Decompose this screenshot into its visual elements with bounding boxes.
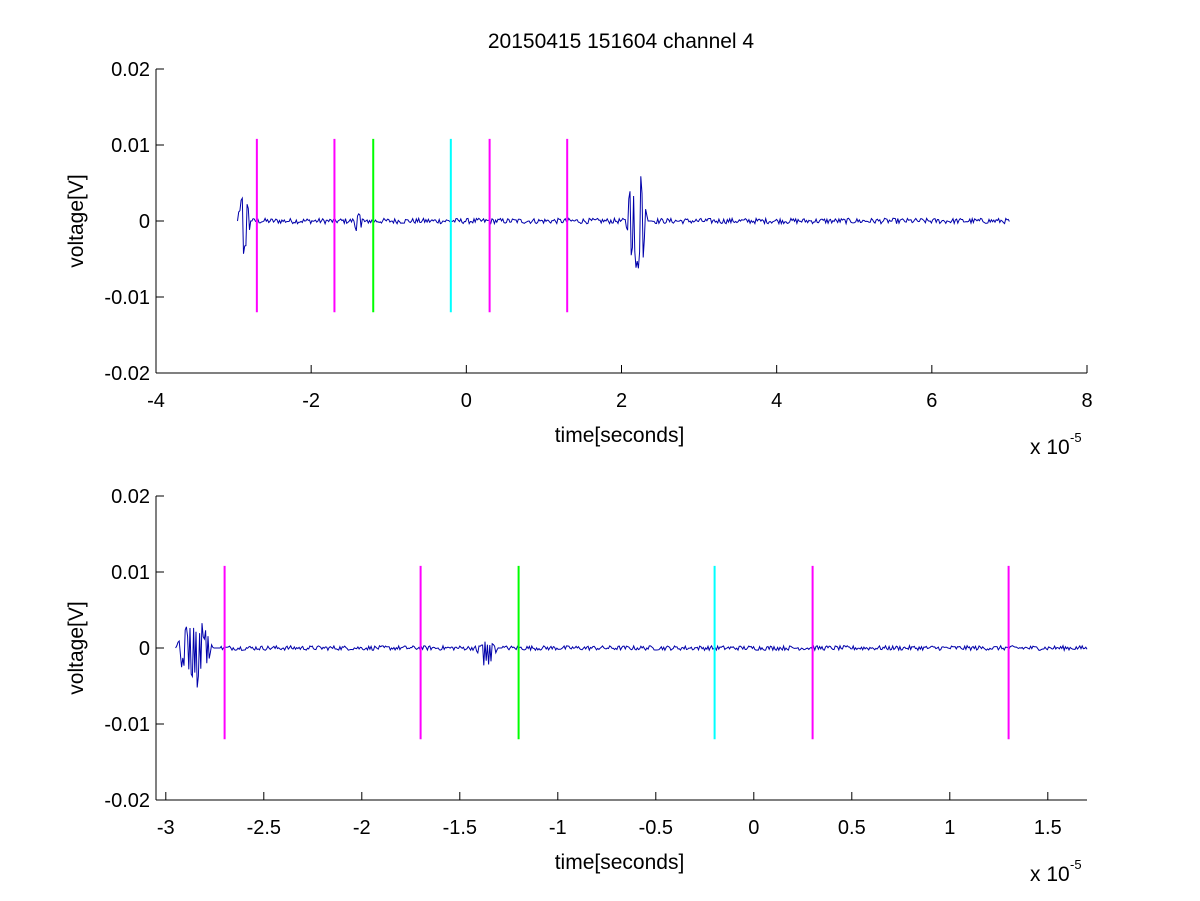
x-tick-label: 4 bbox=[771, 390, 782, 412]
x-tick-label: -2.5 bbox=[247, 817, 281, 839]
y-tick-label: -0.01 bbox=[104, 287, 150, 309]
y-tick-label: 0.02 bbox=[111, 59, 150, 81]
x-tick-label: 0 bbox=[461, 390, 472, 412]
y-tick-label: 0.01 bbox=[111, 562, 150, 584]
x-tick-label: -2 bbox=[353, 817, 371, 839]
voltage-trace bbox=[175, 623, 1088, 688]
y-axis-label: voltage[V] bbox=[65, 601, 88, 694]
x-tick-label: -1 bbox=[549, 817, 567, 839]
y-tick-label: -0.02 bbox=[104, 790, 150, 812]
y-tick-label: -0.01 bbox=[104, 714, 150, 736]
x-tick-label: 1.5 bbox=[1034, 817, 1062, 839]
x-multiplier-label: x 10 bbox=[1030, 436, 1070, 459]
x-tick-label: -1.5 bbox=[443, 817, 477, 839]
x-tick-label: -2 bbox=[302, 390, 320, 412]
x-tick-label: 0.5 bbox=[838, 817, 866, 839]
x-tick-label: 0 bbox=[748, 817, 759, 839]
top-plot: 0.02 0.01 0 -0.01 -0.02 -4 -2 0 2 4 6 8 time[seconds… bbox=[65, 59, 1093, 459]
y-axis-label: voltage[V] bbox=[65, 174, 88, 267]
x-tick-label: -3 bbox=[157, 817, 175, 839]
y-tick-label: 0.01 bbox=[111, 135, 150, 157]
x-tick-label: 6 bbox=[926, 390, 937, 412]
x-multiplier-label: x 10 bbox=[1030, 863, 1070, 886]
x-multiplier-exponent: -5 bbox=[1070, 857, 1082, 872]
y-tick-label: 0 bbox=[139, 211, 150, 233]
x-tick-label: 8 bbox=[1081, 390, 1092, 412]
y-tick-label: 0.02 bbox=[111, 486, 150, 508]
x-tick-label: -0.5 bbox=[639, 817, 673, 839]
x-tick-label: 2 bbox=[616, 390, 627, 412]
x-tick-label: 1 bbox=[944, 817, 955, 839]
x-axis-label: time[seconds] bbox=[555, 424, 685, 447]
bottom-plot: 0.02 0.01 0 -0.01 -0.02 -3 -2.5 -2 -1.5 -1 -0.5 0 0.… bbox=[65, 486, 1088, 886]
voltage-trace bbox=[237, 176, 1010, 269]
y-tick-label: 0 bbox=[139, 638, 150, 660]
x-tick-label: -4 bbox=[147, 390, 165, 412]
y-tick-label: -0.02 bbox=[104, 363, 150, 385]
x-axis-label: time[seconds] bbox=[555, 851, 685, 874]
figure-title: 20150415 151604 channel 4 bbox=[488, 30, 755, 53]
x-multiplier-exponent: -5 bbox=[1070, 430, 1082, 445]
